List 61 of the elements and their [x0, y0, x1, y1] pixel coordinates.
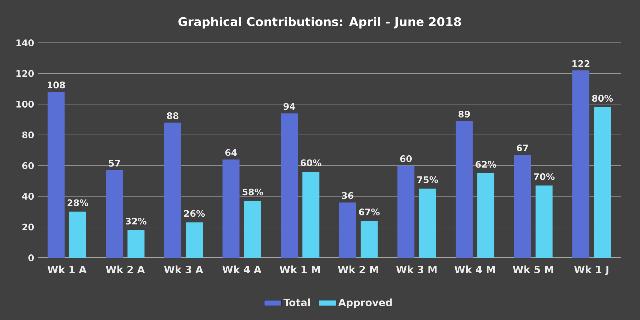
y-tick-label: 40: [22, 193, 34, 200]
annotation: 26%: [184, 210, 206, 218]
data-label: 94: [284, 103, 296, 110]
data-label: 122: [572, 60, 590, 68]
bar: [186, 222, 204, 258]
bar: [339, 202, 356, 258]
bar: [360, 221, 378, 258]
bar: [222, 160, 240, 258]
annotation: 75%: [418, 176, 438, 184]
annotation: 60%: [300, 160, 322, 166]
y-tick-label: 20: [22, 224, 34, 231]
data-label: 89: [458, 110, 470, 118]
bar: [128, 230, 145, 258]
x-tick-label: Wk 4 A: [222, 266, 262, 274]
data-label: 88: [167, 112, 179, 120]
x-tick-label: Wk 4 M: [454, 266, 496, 274]
y-tick-label: 60: [22, 162, 34, 170]
bar: [594, 107, 612, 258]
x-tick-label: Wk 2 A: [106, 266, 146, 274]
x-tick-label: Wk 2 M: [338, 266, 379, 274]
data-label: 60: [400, 156, 412, 162]
annotation: 28%: [68, 200, 88, 206]
data-label: 67: [517, 144, 528, 152]
bar: [244, 201, 262, 258]
bar: [456, 121, 473, 258]
annotation: 62%: [476, 161, 497, 168]
annotation: 32%: [126, 218, 147, 225]
data-label: 36: [342, 192, 354, 200]
y-tick-label: 100: [16, 101, 34, 108]
y-tick-label: 0: [28, 254, 34, 262]
bar: [281, 114, 298, 258]
legend-label: Total: [284, 298, 310, 306]
bar: [106, 170, 124, 258]
data-label: 57: [109, 160, 120, 167]
bar: [572, 70, 590, 258]
legend-label: Approved: [338, 298, 392, 308]
bar: [69, 212, 86, 258]
bar: [164, 122, 182, 258]
bar: [302, 172, 320, 258]
bar: [419, 188, 436, 258]
x-tick-label: Wk 3 A: [164, 266, 204, 274]
x-tick-label: Wk 1 J: [574, 266, 609, 276]
bar: [398, 166, 415, 258]
annotation: 67%: [359, 208, 380, 216]
x-tick-label: Wk 1 A: [48, 266, 87, 274]
data-label: 64: [226, 149, 238, 156]
annotation: 70%: [534, 173, 555, 180]
bar: [514, 155, 532, 258]
y-tick-label: 140: [16, 40, 34, 46]
annotation: 80%: [592, 95, 614, 102]
bar: [478, 174, 495, 258]
y-tick-label: 80: [22, 132, 34, 139]
y-tick-label: 120: [16, 70, 34, 78]
bar: [48, 92, 65, 258]
x-tick-label: Wk 3 M: [396, 266, 437, 274]
annotation: 58%: [242, 188, 264, 196]
x-tick-label: Wk 1 M: [280, 266, 320, 274]
bar: [536, 186, 553, 258]
data-label: 108: [48, 82, 66, 89]
chart-title: Graphical Contributions: April - June 2018: [178, 17, 462, 29]
x-tick-label: Wk 5 M: [513, 266, 554, 274]
